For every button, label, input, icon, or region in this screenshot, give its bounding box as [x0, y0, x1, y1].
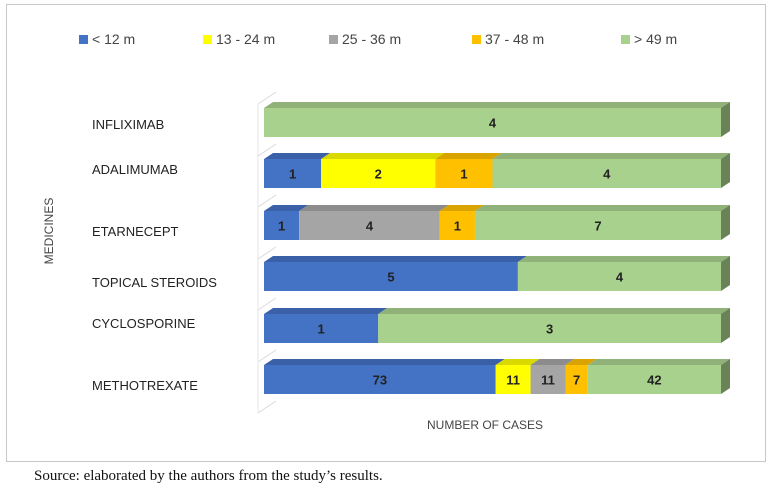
bar-segment-4-0 — [264, 308, 388, 343]
data-label-2-4: 7 — [594, 219, 601, 234]
bar-end-3 — [721, 256, 730, 291]
legend-swatch-3 — [472, 35, 481, 44]
bar-segment-5-2 — [530, 359, 575, 394]
depth-guide-4 — [257, 297, 277, 311]
y-axis-label: MEDICINES — [42, 198, 56, 265]
data-label-1-1: 2 — [375, 167, 382, 182]
data-label-5-4: 42 — [647, 373, 661, 388]
data-label-2-0: 1 — [278, 219, 285, 234]
bar-segment-3-4 — [517, 256, 730, 291]
data-label-1-0: 1 — [289, 167, 296, 182]
depth-guide-5 — [257, 349, 277, 363]
bar-segment-1-1 — [321, 153, 445, 188]
depth-guide-1 — [257, 143, 277, 157]
depth-guides — [257, 91, 277, 414]
bar-end-2 — [721, 205, 730, 240]
legend-swatch-2 — [329, 35, 338, 44]
legend-swatch-1 — [203, 35, 212, 44]
bar-end-4 — [721, 308, 730, 343]
bar-segment-1-4 — [492, 153, 730, 188]
category-label-0: INFLIXIMAB — [92, 117, 164, 132]
bar-segment-5-4 — [587, 359, 730, 394]
category-label-5: METHOTREXATE — [92, 378, 198, 393]
legend-label-4: > 49 m — [634, 31, 677, 47]
data-label-1-4: 4 — [603, 167, 611, 182]
data-label-5-0: 73 — [373, 373, 387, 388]
legend-label-2: 25 - 36 m — [342, 31, 401, 47]
data-label-5-1: 11 — [506, 373, 520, 388]
bar-segment-2-3 — [439, 205, 484, 240]
depth-guide-0 — [257, 91, 277, 105]
legend-label-3: 37 - 48 m — [485, 31, 544, 47]
stacked-bar-chart: < 12 m 13 - 24 m 25 - 36 m 37 - 48 m > 49 m … — [42, 31, 730, 432]
depth-guide-3 — [257, 246, 277, 260]
data-label-5-2: 11 — [541, 373, 555, 388]
legend-swatch-0 — [79, 35, 88, 44]
bar-segment-2-0 — [264, 205, 309, 240]
bar-end-5 — [721, 359, 730, 394]
data-label-1-3: 1 — [460, 167, 467, 182]
depth-guide-6 — [257, 400, 277, 414]
bar-segment-4-4 — [378, 308, 730, 343]
category-label-4: CYCLOSPORINE — [92, 316, 196, 331]
data-label-3-0: 5 — [387, 270, 394, 285]
data-label-2-3: 1 — [454, 219, 461, 234]
bar-end-0 — [721, 102, 730, 137]
bar-segment-3-0 — [264, 256, 527, 291]
depth-guide-2 — [257, 194, 277, 208]
legend-label-1: 13 - 24 m — [216, 31, 275, 47]
bars: 4 1 2 1 4 1 4 1 7 5 4 1 3 73 11 11 7 42 — [264, 102, 730, 394]
data-label-5-3: 7 — [573, 373, 580, 388]
data-label-0-4: 4 — [489, 116, 497, 131]
bar-segment-2-2 — [299, 205, 449, 240]
bar-segment-5-1 — [495, 359, 540, 394]
bar-segment-1-0 — [264, 153, 331, 188]
data-label-3-4: 4 — [616, 270, 624, 285]
data-label-4-4: 3 — [546, 322, 553, 337]
legend-swatch-4 — [621, 35, 630, 44]
category-label-2: ETARNECEPT — [92, 224, 178, 239]
bar-segment-5-3 — [565, 359, 597, 394]
source-note: Source: elaborated by the authors from t… — [34, 468, 383, 484]
category-label-3: TOPICAL STEROIDS — [92, 275, 217, 290]
legend: < 12 m 13 - 24 m 25 - 36 m 37 - 48 m > 49 m — [79, 31, 677, 47]
legend-label-0: < 12 m — [92, 31, 135, 47]
x-axis-label: NUMBER OF CASES — [427, 418, 543, 432]
bar-segment-1-3 — [435, 153, 502, 188]
bar-segment-0-4 — [264, 102, 730, 137]
bar-segment-5-0 — [264, 359, 505, 394]
bar-end-1 — [721, 153, 730, 188]
category-labels: INFLIXIMAB ADALIMUMAB ETARNECEPT TOPICAL ST… — [92, 117, 217, 393]
chart-frame: < 12 m 13 - 24 m 25 - 36 m 37 - 48 m > 49 m … — [6, 4, 766, 462]
data-label-4-0: 1 — [318, 322, 325, 337]
data-label-2-2: 4 — [366, 219, 374, 234]
bar-segment-2-4 — [474, 205, 730, 240]
category-label-1: ADALIMUMAB — [92, 162, 178, 177]
